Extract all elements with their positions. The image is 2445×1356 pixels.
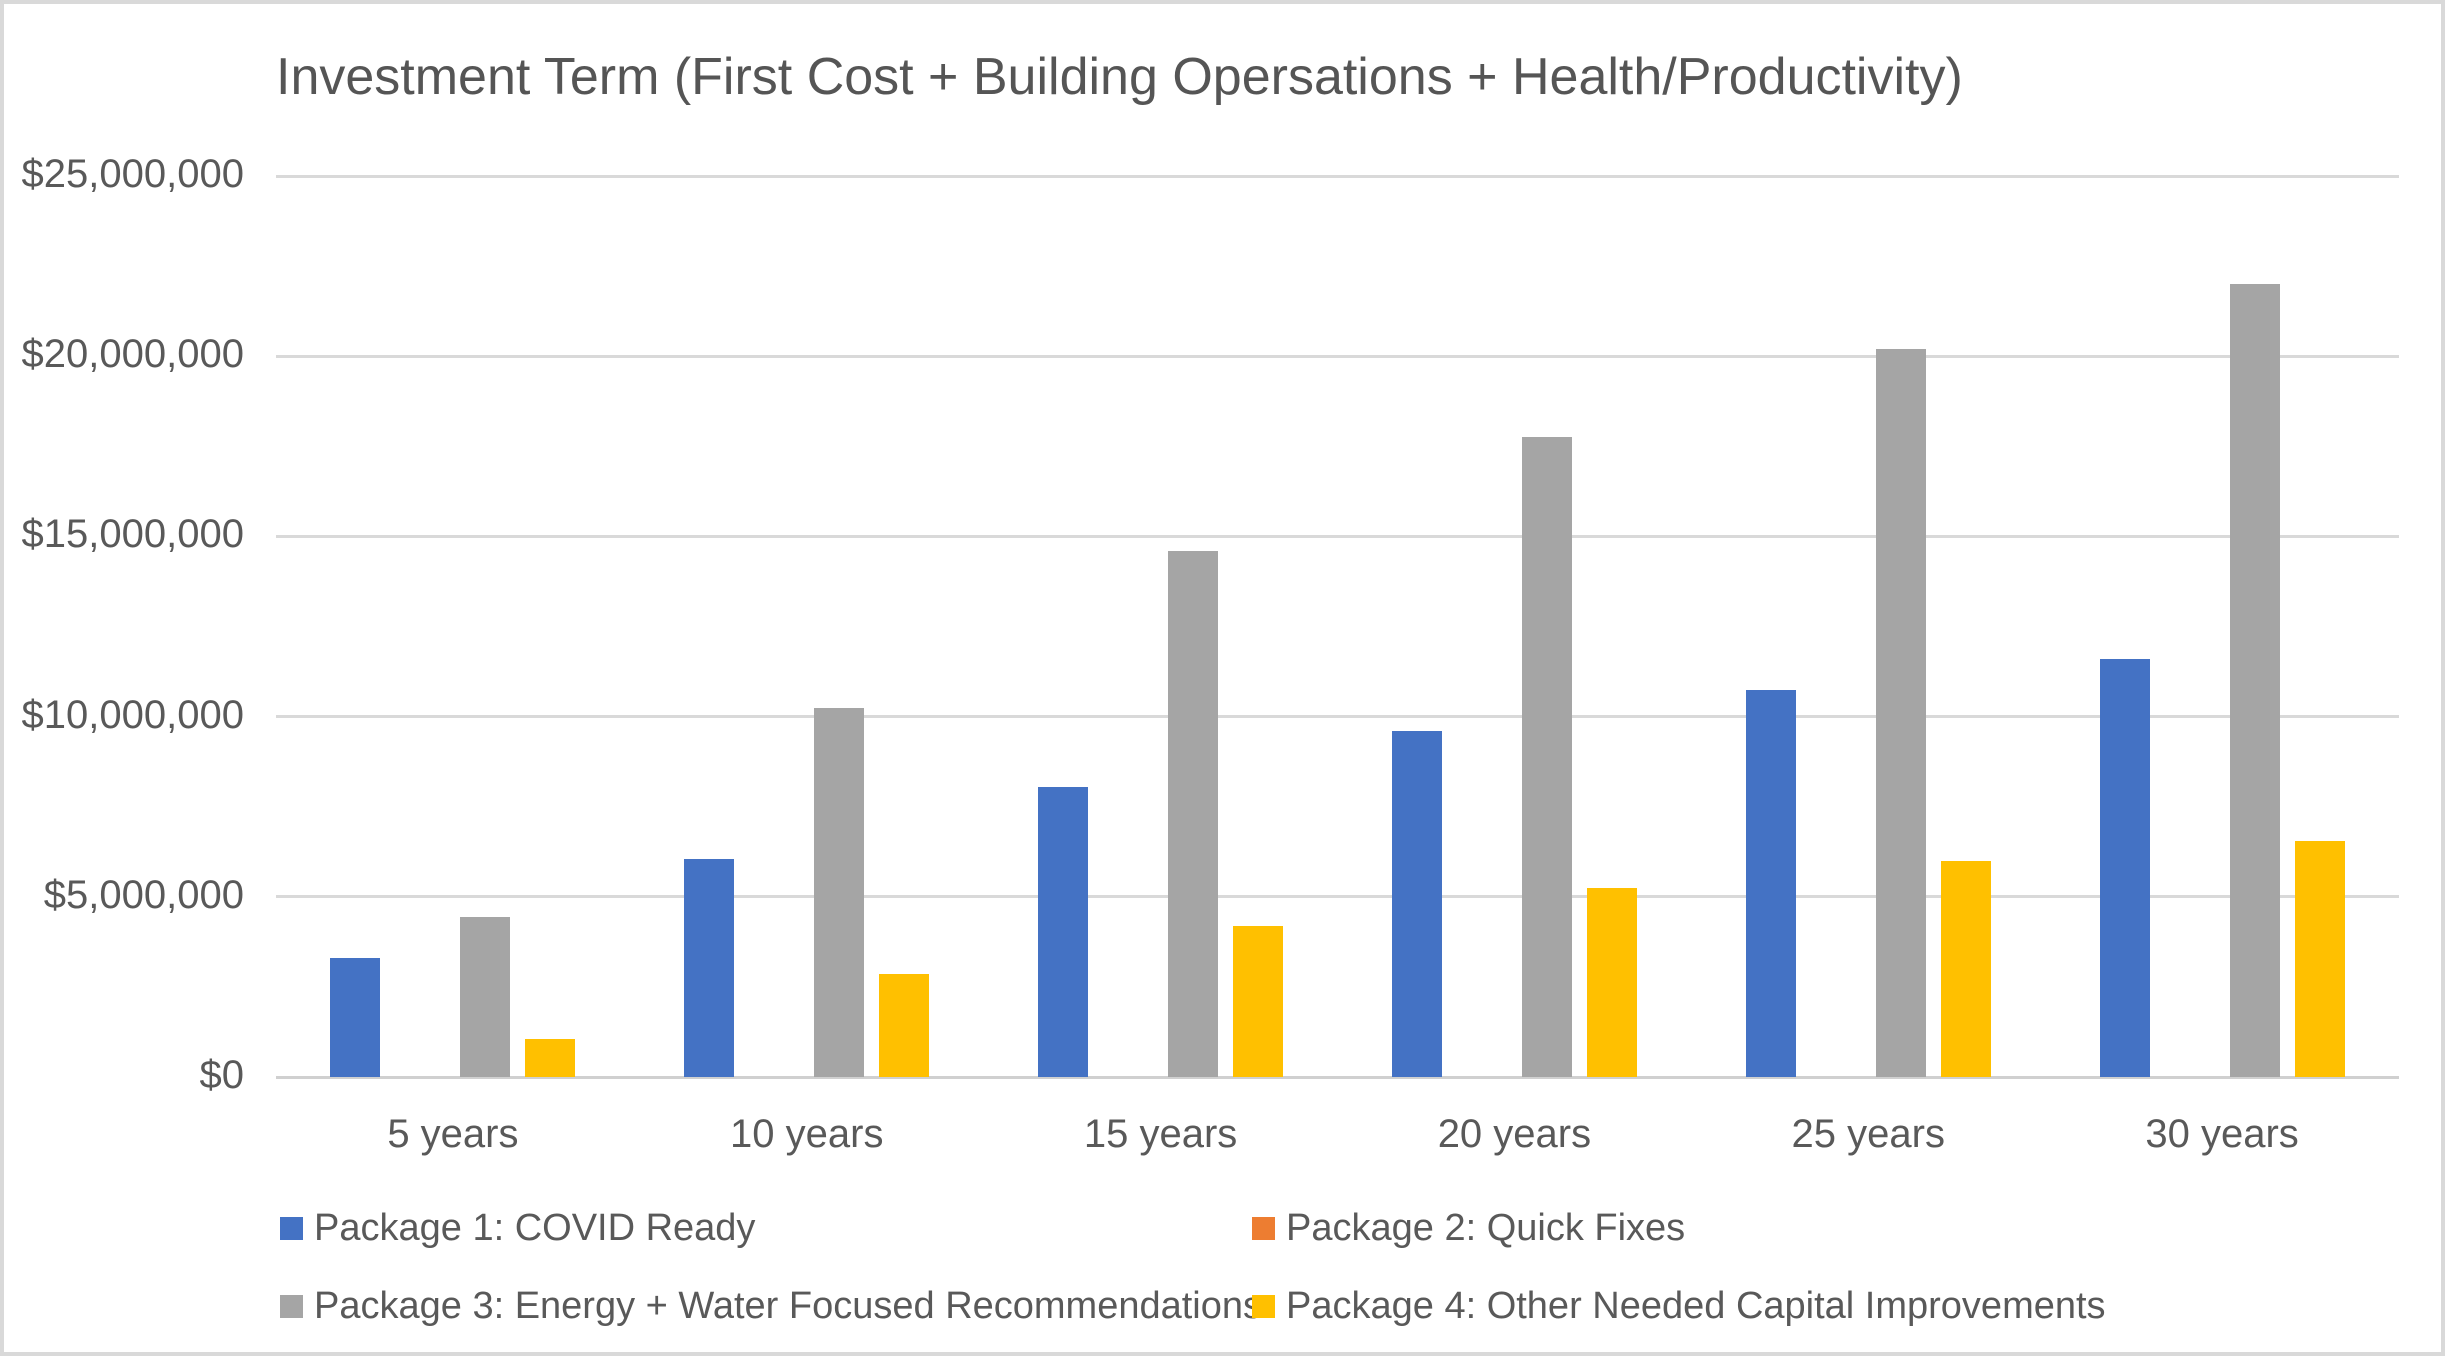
legend-item: Package 1: COVID Ready [280,1207,755,1250]
bar-series-1-5-years [330,958,381,1077]
y-axis-tick-label: $20,000,000 [21,332,244,377]
legend-label: Package 2: Quick Fixes [1286,1207,1686,1249]
gridline [276,354,2399,358]
bar-series-4-10-years [879,974,930,1077]
bar-series-4-25-years [1940,860,1991,1077]
chart-title: Investment Term (First Cost + Building O… [276,48,1963,106]
bar-series-3-10-years [814,707,865,1077]
x-axis-baseline [276,1075,2399,1079]
bar-series-4-20-years [1586,887,1637,1077]
x-axis-category-label: 15 years [1083,1112,1238,1156]
legend-item: Package 3: Energy + Water Focused Recomm… [280,1285,1262,1328]
bar-series-3-30-years [2229,284,2280,1077]
bar-series-3-25-years [1875,348,1926,1077]
x-axis-category-label: 25 years [1791,1112,1945,1156]
bar-series-4-15-years [1233,925,1284,1077]
gridline [276,534,2399,538]
legend-label: Package 4: Other Needed Capital Improvem… [1286,1285,2106,1327]
legend-label: Package 3: Energy + Water Focused Recomm… [314,1285,1263,1327]
y-axis-tick-label: $0 [199,1053,245,1097]
y-axis-tick-label: $10,000,000 [21,692,244,737]
legend-item: Package 2: Quick Fixes [1252,1207,1685,1250]
y-axis-tick-label: $25,000,000 [21,152,244,196]
y-axis-tick-label: $15,000,000 [21,512,244,557]
bar-series-1-25-years [1745,689,1796,1077]
gridline [276,715,2399,719]
bar-series-1-10-years [684,858,735,1077]
legend-swatch-icon [280,1295,303,1318]
bar-series-4-30-years [2294,840,2345,1077]
x-axis-category-label: 10 years [730,1112,884,1156]
gridline [276,895,2399,899]
plot-area: $0 $5,000,000 $10,000,000 $15,000,000 $20,00… [4,4,2441,1352]
legend-item: Package 4: Other Needed Capital Improvem… [1252,1285,2106,1328]
x-axis-category-label: 30 years [2145,1112,2299,1156]
bar-series-1-30-years [2099,658,2150,1077]
bar-series-1-15-years [1038,786,1089,1077]
bar-series-3-20-years [1521,437,1572,1077]
y-axis-tick-label: $5,000,000 [43,872,244,917]
bar-series-3-15-years [1168,550,1219,1077]
legend-label: Package 1: COVID Ready [314,1207,756,1249]
x-axis-category-label: 5 years [387,1112,519,1156]
bar-series-4-5-years [525,1039,576,1077]
legend-swatch-icon [1252,1295,1275,1318]
bar-series-1-20-years [1391,731,1442,1077]
gridline [276,174,2399,178]
bar-series-3-5-years [460,916,511,1077]
x-axis-category-label: 20 years [1437,1112,1592,1156]
legend-swatch-icon [280,1217,303,1240]
legend-swatch-icon [1252,1217,1275,1240]
